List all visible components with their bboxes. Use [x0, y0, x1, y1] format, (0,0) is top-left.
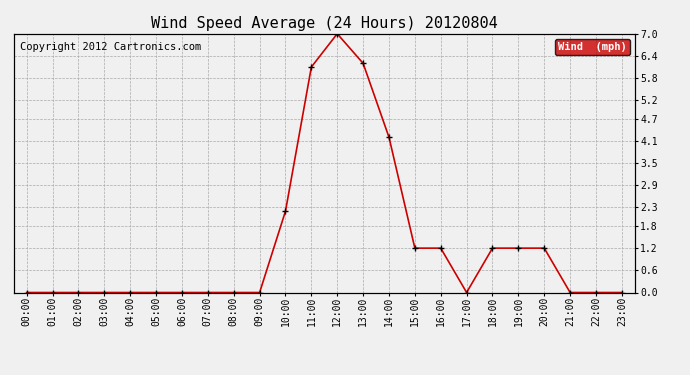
Text: Copyright 2012 Cartronics.com: Copyright 2012 Cartronics.com — [20, 42, 201, 51]
Title: Wind Speed Average (24 Hours) 20120804: Wind Speed Average (24 Hours) 20120804 — [151, 16, 497, 31]
Legend: Wind  (mph): Wind (mph) — [555, 39, 629, 55]
